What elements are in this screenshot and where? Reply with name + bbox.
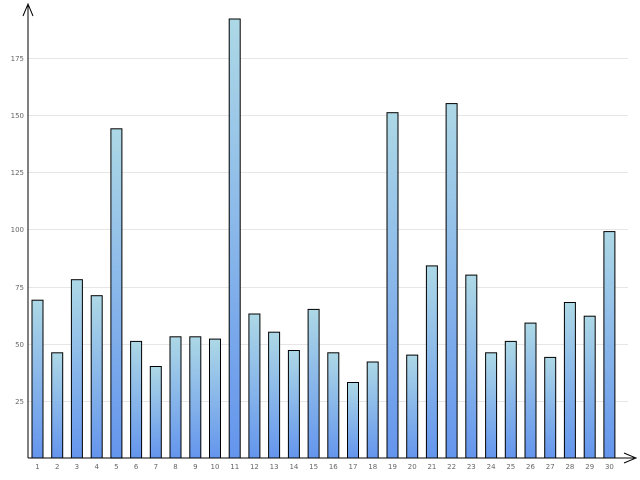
axes [22, 2, 638, 464]
x-tick-label: 28 [565, 463, 574, 471]
x-tick-label: 29 [585, 463, 594, 471]
bar-24 [485, 352, 498, 459]
bar-5 [110, 128, 123, 459]
x-tick-label: 26 [526, 463, 535, 471]
bar-30 [603, 231, 616, 459]
x-tick-label: 2 [55, 463, 59, 471]
x-tick-label: 20 [408, 463, 417, 471]
y-tick-label: 175 [11, 55, 24, 63]
bar-23 [465, 274, 478, 459]
bar-27 [544, 356, 557, 459]
x-tick-label: 24 [487, 463, 496, 471]
bar-11 [228, 18, 241, 459]
x-tick-label: 22 [447, 463, 456, 471]
bar-22 [445, 103, 458, 459]
bar-8 [169, 336, 182, 459]
y-tick-label: 50 [15, 341, 24, 349]
x-tick-label: 19 [388, 463, 397, 471]
bar-19 [386, 112, 399, 459]
bar-14 [287, 350, 300, 459]
x-tick-label: 11 [230, 463, 239, 471]
y-axis-tick-labels: 25 50 75 100 125 150 175 [11, 55, 24, 406]
x-tick-label: 1 [35, 463, 39, 471]
bar-16 [327, 352, 340, 459]
bar-13 [268, 331, 281, 459]
y-tick-label: 125 [11, 169, 24, 177]
bar-21 [425, 265, 438, 459]
bar-1 [31, 299, 44, 459]
x-axis-tick-labels: 1 2 3 4 5 6 7 8 9 10 11 12 13 14 15 16 17 18 19 20 21 22 23 24 2… [35, 463, 614, 471]
y-tick-label: 100 [11, 226, 24, 234]
x-tick-label: 16 [329, 463, 338, 471]
y-axis-arrow-icon [22, 2, 34, 17]
bar-3 [70, 279, 83, 459]
x-tick-label: 23 [467, 463, 476, 471]
bar-26 [524, 322, 537, 459]
bars [31, 18, 616, 459]
x-tick-label: 25 [506, 463, 515, 471]
bar-20 [406, 354, 419, 459]
bar-29 [583, 315, 596, 459]
x-tick-label: 17 [349, 463, 358, 471]
bar-9 [189, 336, 202, 459]
x-tick-label: 4 [94, 463, 99, 471]
bar-4 [90, 295, 103, 459]
x-tick-label: 5 [114, 463, 118, 471]
bar-6 [130, 340, 143, 459]
bar-2 [51, 352, 64, 459]
bar-25 [504, 340, 517, 459]
bar-12 [248, 313, 261, 459]
bar-28 [563, 302, 576, 459]
bar-10 [209, 338, 221, 459]
x-tick-label: 14 [289, 463, 298, 471]
bar-15 [307, 308, 320, 459]
x-tick-label: 10 [211, 463, 220, 471]
x-tick-label: 9 [193, 463, 197, 471]
x-tick-label: 21 [427, 463, 436, 471]
bar-7 [149, 366, 162, 459]
x-tick-label: 3 [75, 463, 79, 471]
x-tick-label: 27 [546, 463, 555, 471]
x-tick-label: 12 [250, 463, 259, 471]
bar-17 [347, 382, 359, 459]
grid-lines [28, 58, 628, 402]
x-tick-label: 15 [309, 463, 318, 471]
y-tick-label: 25 [15, 398, 24, 406]
bar-18 [366, 361, 379, 459]
x-tick-label: 7 [154, 463, 158, 471]
x-tick-label: 30 [605, 463, 614, 471]
x-tick-label: 18 [368, 463, 377, 471]
y-tick-label: 150 [11, 112, 24, 120]
x-axis-arrow-icon [623, 452, 638, 464]
x-tick-label: 13 [270, 463, 279, 471]
x-tick-label: 8 [173, 463, 177, 471]
x-tick-label: 6 [134, 463, 139, 471]
y-tick-label: 75 [15, 284, 24, 292]
